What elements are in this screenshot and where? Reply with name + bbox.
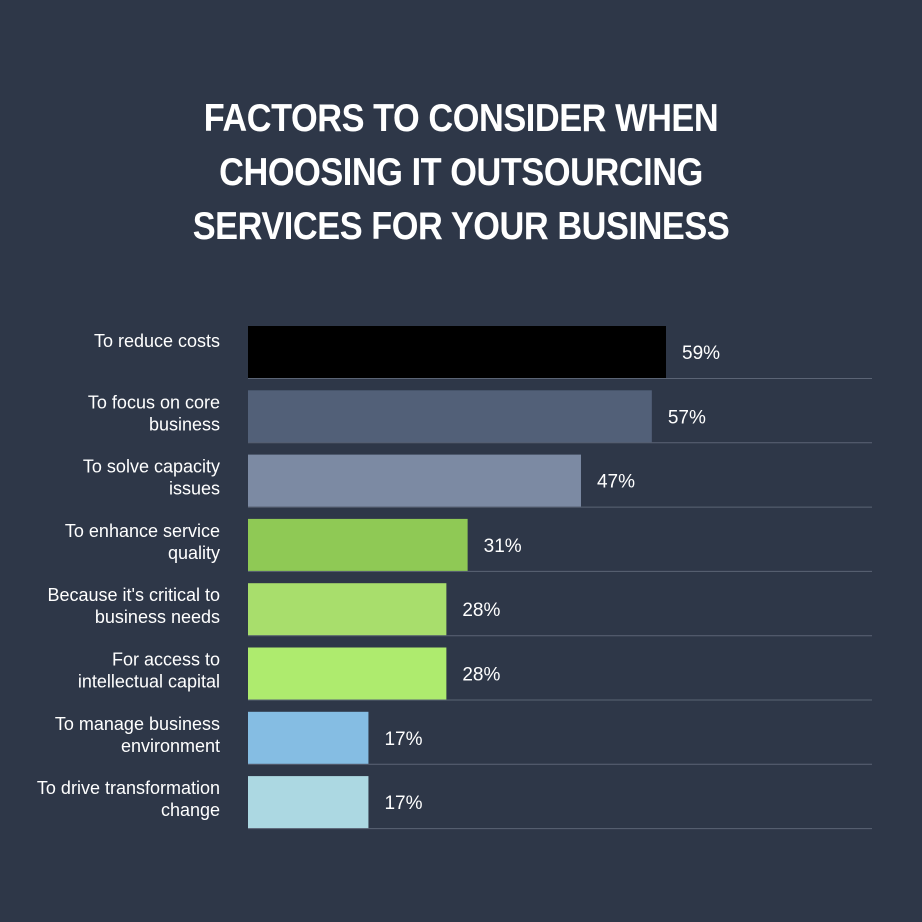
category-label: business needs — [95, 607, 220, 627]
category-label: intellectual capital — [78, 672, 220, 692]
category-label: Because it's critical to — [47, 585, 220, 605]
category-label: To focus on core — [88, 392, 220, 412]
value-label: 31% — [484, 536, 522, 557]
value-label: 47% — [597, 472, 635, 493]
value-label: 57% — [668, 407, 706, 428]
category-label: To enhance service — [65, 521, 220, 541]
value-label: 28% — [462, 600, 500, 621]
category-label: To reduce costs — [94, 331, 220, 351]
bar — [248, 390, 652, 443]
value-label: 17% — [384, 729, 422, 750]
bar — [248, 518, 468, 571]
category-label: quality — [168, 543, 220, 563]
bar — [248, 647, 447, 700]
category-label: issues — [169, 479, 220, 499]
chart-title: FACTORS TO CONSIDER WHEN CHOOSING IT OUT… — [55, 92, 866, 254]
chart-title-line-1: FACTORS TO CONSIDER WHEN — [203, 97, 719, 140]
category-label: business — [149, 414, 220, 434]
bar — [248, 326, 666, 378]
category-label: change — [161, 800, 220, 820]
bar — [248, 454, 581, 507]
chart-title-line-2: CHOOSING IT OUTSOURCING — [219, 151, 703, 194]
category-label: environment — [121, 736, 220, 756]
value-label: 28% — [462, 665, 500, 686]
category-label: To drive transformation — [37, 778, 220, 798]
bar — [248, 711, 369, 764]
category-label: For access to — [112, 650, 220, 670]
value-label: 59% — [682, 343, 720, 364]
bar — [248, 776, 369, 829]
chart-title-line-3: SERVICES FOR YOUR BUSINESS — [192, 205, 730, 248]
category-label: To solve capacity — [83, 457, 220, 477]
bar — [248, 583, 447, 636]
category-label: To manage business — [55, 714, 220, 734]
value-label: 17% — [384, 793, 422, 814]
